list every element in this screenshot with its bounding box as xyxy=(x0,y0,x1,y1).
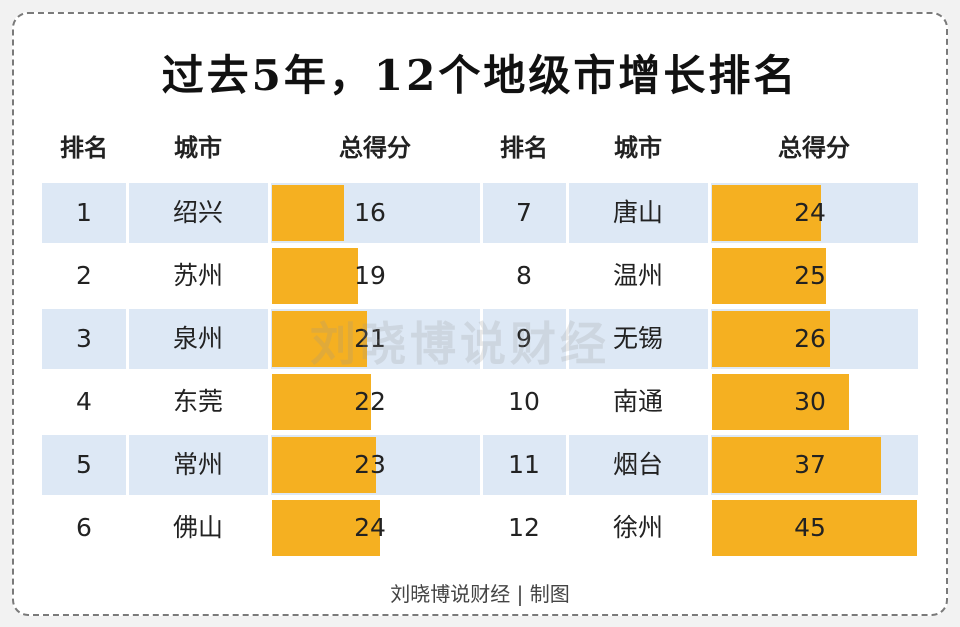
column-separator xyxy=(126,372,129,432)
city-cell: 无锡 xyxy=(612,324,663,353)
row-band xyxy=(482,309,918,369)
column-separator xyxy=(480,183,483,243)
column-separator xyxy=(268,246,271,306)
column-separator xyxy=(566,309,569,369)
rank-cell: 6 xyxy=(76,513,92,542)
score-label: 37 xyxy=(794,450,826,479)
column-separator xyxy=(126,309,129,369)
rank-cell: 9 xyxy=(516,324,532,353)
header-score-right: 总得分 xyxy=(778,134,850,162)
column-separator xyxy=(268,435,271,495)
rank-cell: 11 xyxy=(508,450,540,479)
row-band xyxy=(42,183,480,243)
score-label: 21 xyxy=(354,324,386,353)
column-separator xyxy=(126,435,129,495)
row-band xyxy=(42,435,480,495)
score-label: 24 xyxy=(354,513,386,542)
rank-cell: 8 xyxy=(516,261,532,290)
score-label: 26 xyxy=(794,324,826,353)
score-bar xyxy=(712,311,830,367)
column-separator xyxy=(566,246,569,306)
header-rank-left: 排名 xyxy=(60,134,108,162)
column-separator xyxy=(126,498,129,558)
rank-cell: 4 xyxy=(76,387,92,416)
score-bar xyxy=(272,311,367,367)
header-city-right: 城市 xyxy=(614,134,662,162)
score-bar xyxy=(272,248,358,304)
city-cell: 常州 xyxy=(172,450,223,479)
score-label: 25 xyxy=(794,261,826,290)
column-separator xyxy=(566,435,569,495)
rank-cell: 7 xyxy=(516,198,532,227)
column-separator xyxy=(708,498,711,558)
rank-cell: 3 xyxy=(76,324,92,353)
header-city-left: 城市 xyxy=(174,134,222,162)
city-cell: 苏州 xyxy=(172,261,223,290)
score-bar xyxy=(712,374,849,430)
rank-cell: 2 xyxy=(76,261,92,290)
header-score-left: 总得分 xyxy=(339,134,411,162)
column-separator xyxy=(268,372,271,432)
row-band xyxy=(482,183,918,243)
city-cell: 东莞 xyxy=(172,387,223,416)
column-separator xyxy=(708,246,711,306)
score-bar xyxy=(712,437,881,493)
rank-cell: 12 xyxy=(508,513,540,542)
score-bar xyxy=(712,185,821,241)
column-separator xyxy=(480,498,483,558)
score-bar xyxy=(272,500,380,556)
footer-credit: 刘晓博说财经 | 制图 xyxy=(390,582,570,606)
column-separator xyxy=(480,309,483,369)
column-separator xyxy=(566,498,569,558)
score-label: 19 xyxy=(354,261,386,290)
column-separator xyxy=(126,246,129,306)
score-label: 24 xyxy=(794,198,826,227)
city-cell: 绍兴 xyxy=(172,198,223,227)
rank-cell: 10 xyxy=(508,387,540,416)
city-cell: 泉州 xyxy=(172,324,223,353)
score-label: 22 xyxy=(354,387,386,416)
score-label: 23 xyxy=(354,450,386,479)
row-band xyxy=(42,309,480,369)
rank-cell: 5 xyxy=(76,450,92,479)
watermark-text: 刘晓博说财经 xyxy=(310,317,610,371)
score-bar xyxy=(712,248,826,304)
score-bar xyxy=(712,500,917,556)
score-label: 30 xyxy=(794,387,826,416)
chart-title: 过去5年，12个地级市增长排名 xyxy=(161,51,799,100)
column-separator xyxy=(268,498,271,558)
city-cell: 佛山 xyxy=(172,513,223,542)
score-bar xyxy=(272,374,371,430)
column-separator xyxy=(566,183,569,243)
city-cell: 徐州 xyxy=(612,513,663,542)
column-separator xyxy=(480,372,483,432)
header-rank-right: 排名 xyxy=(500,134,548,162)
column-separator xyxy=(268,309,271,369)
score-bar xyxy=(272,185,344,241)
score-label: 16 xyxy=(354,198,386,227)
score-label: 45 xyxy=(794,513,826,542)
column-separator xyxy=(708,309,711,369)
column-separator xyxy=(708,372,711,432)
column-separator xyxy=(480,435,483,495)
city-cell: 烟台 xyxy=(612,450,663,479)
column-separator xyxy=(566,372,569,432)
city-cell: 温州 xyxy=(612,261,663,290)
rank-cell: 1 xyxy=(76,198,92,227)
column-separator xyxy=(708,435,711,495)
column-separator xyxy=(480,246,483,306)
column-separator xyxy=(126,183,129,243)
city-cell: 南通 xyxy=(612,387,663,416)
city-cell: 唐山 xyxy=(612,198,663,227)
column-separator xyxy=(268,183,271,243)
score-bar xyxy=(272,437,376,493)
column-separator xyxy=(708,183,711,243)
